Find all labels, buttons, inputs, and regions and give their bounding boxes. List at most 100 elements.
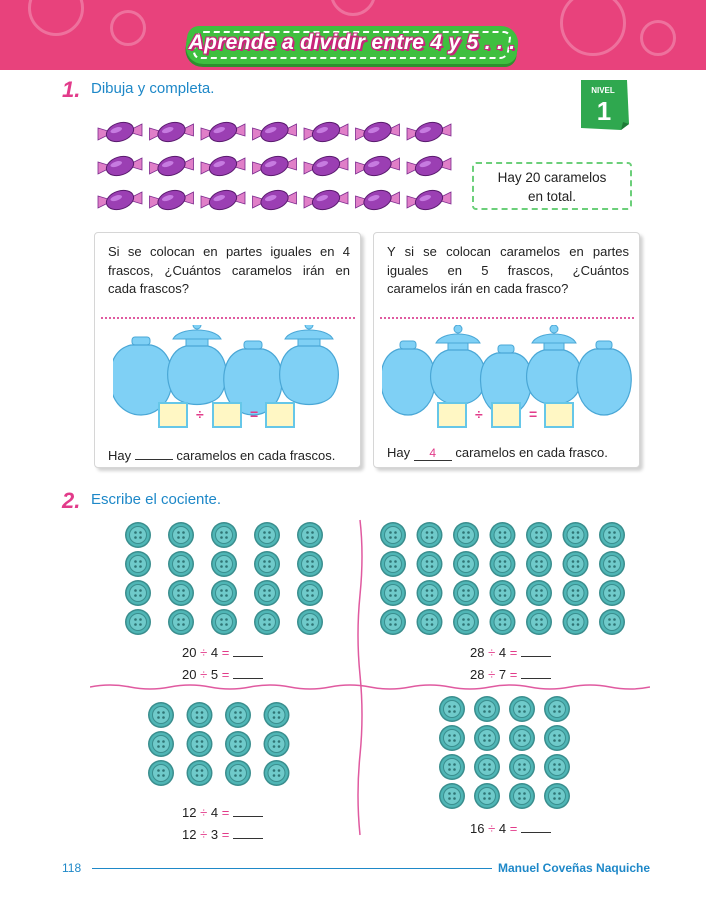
jar — [526, 325, 582, 406]
eq-divisor: 3 — [210, 827, 219, 842]
button-icon — [167, 550, 195, 578]
candy-icon — [355, 118, 400, 146]
button-icon — [379, 521, 407, 549]
quotient-box[interactable] — [265, 402, 295, 428]
answer-sentence-right: Hay 4 caramelos en cada frasco. — [387, 445, 608, 461]
answer-blank-right[interactable]: 4 — [413, 446, 452, 461]
button-icon — [562, 521, 589, 549]
button-icon — [473, 724, 501, 752]
sentence-rest: caramelos en cada frascos. — [176, 448, 336, 463]
quotient-blank[interactable] — [520, 820, 551, 833]
button-icon — [489, 550, 516, 578]
section1-number: 1. — [62, 77, 81, 102]
button-icon — [416, 550, 443, 578]
equation-q2-1: 28 ÷ 4 = — [470, 644, 551, 660]
button-icon — [489, 521, 516, 549]
equals-sign: = — [221, 667, 230, 682]
button-icon — [296, 579, 324, 607]
divide-sign: ÷ — [488, 645, 496, 660]
candy-icon — [355, 152, 400, 180]
button-icon — [598, 579, 626, 607]
candy-icon — [97, 152, 143, 180]
button-icon — [598, 550, 626, 578]
button-icon — [525, 579, 553, 607]
dividend-box[interactable] — [158, 402, 188, 428]
quotient-blank[interactable] — [232, 644, 263, 657]
button-icon — [210, 521, 238, 549]
problem-left-text: Si se colocan en partes iguales en 4 fra… — [108, 244, 350, 296]
dividend-box[interactable] — [437, 402, 467, 428]
level-number: 1 — [597, 96, 611, 126]
section2-title: Escribe el cociente. — [91, 491, 222, 508]
button-icon — [416, 521, 443, 549]
jar — [382, 340, 436, 416]
button-icon — [210, 608, 238, 636]
info-line-2: en total. — [527, 189, 577, 204]
candy-grid — [97, 118, 452, 214]
button-icon — [473, 782, 501, 810]
button-icon — [452, 521, 480, 549]
quadrant-dividers — [90, 519, 650, 836]
button-icon — [224, 730, 252, 758]
footer-rule — [92, 868, 492, 869]
button-icon — [379, 579, 407, 607]
equals-sign: = — [221, 805, 230, 820]
button-icon — [147, 730, 175, 758]
button-icon — [296, 521, 324, 549]
eq-dividend: 20 — [182, 667, 197, 682]
button-icon — [253, 550, 281, 578]
button-icon — [452, 579, 480, 607]
jars-four — [113, 325, 339, 416]
button-icon — [379, 550, 407, 578]
button-icon — [562, 579, 589, 607]
button-icon — [186, 759, 213, 787]
button-icon — [147, 759, 175, 787]
button-icon — [543, 724, 571, 752]
button-icon — [147, 701, 175, 729]
quotient-blank[interactable] — [232, 804, 263, 817]
hay-label: Hay — [387, 445, 411, 460]
divide-sign: ÷ — [475, 406, 483, 422]
candy-icon — [97, 118, 143, 146]
button-icon — [167, 521, 195, 549]
candy-icon — [200, 186, 246, 214]
quotient-blank[interactable] — [232, 666, 263, 679]
button-icon — [186, 701, 213, 729]
button-icon — [508, 753, 536, 781]
quotient-blank[interactable] — [232, 826, 263, 839]
button-icon — [224, 701, 252, 729]
quotient-blank[interactable] — [520, 644, 551, 657]
eq-divisor: 7 — [498, 667, 507, 682]
candy-icon — [149, 186, 194, 214]
button-icon — [598, 521, 626, 549]
button-icon — [253, 521, 281, 549]
eq-divisor: 4 — [498, 645, 507, 660]
eq-dividend: 28 — [470, 667, 485, 682]
button-icon — [124, 521, 152, 549]
divide-sign: ÷ — [200, 645, 208, 660]
eq-dividend: 16 — [470, 821, 485, 836]
eq-divisor: 4 — [210, 805, 219, 820]
button-icon — [124, 608, 152, 636]
eq-dividend: 12 — [182, 805, 197, 820]
eq-dividend: 28 — [470, 645, 485, 660]
button-icon — [543, 695, 571, 723]
answer-blank-left[interactable] — [134, 445, 173, 460]
divisor-box[interactable] — [491, 402, 521, 428]
quotient-box[interactable] — [544, 402, 574, 428]
button-icon — [508, 724, 536, 752]
button-grids — [124, 521, 626, 810]
divider — [101, 317, 355, 319]
divisor-box[interactable] — [212, 402, 242, 428]
jar — [430, 325, 486, 406]
button-icon — [473, 695, 501, 723]
candy-icon — [200, 152, 246, 180]
button-icon — [489, 579, 516, 607]
section1-title: Dibuja y completa. — [91, 80, 215, 97]
hay-label: Hay — [108, 448, 132, 463]
quotient-blank[interactable] — [520, 666, 551, 679]
button-icon — [525, 521, 553, 549]
total-info-box: Hay 20 caramelos en total. — [472, 162, 632, 210]
divider — [380, 317, 634, 319]
equation-q3-1: 12 ÷ 4 = — [182, 804, 263, 820]
